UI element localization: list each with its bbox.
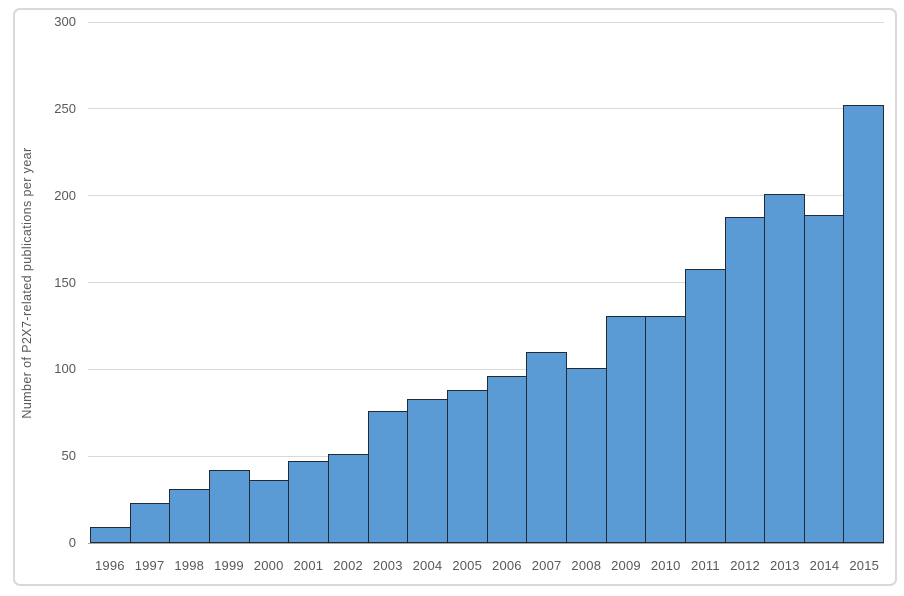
bar-2011 — [684, 268, 726, 543]
bar-1996 — [90, 527, 131, 543]
y-tick-label-200: 200 — [54, 187, 76, 203]
gridline-200 — [88, 195, 884, 197]
bar-2002 — [327, 454, 369, 543]
bar-2000 — [248, 480, 290, 543]
plot-area — [88, 21, 885, 544]
x-label-1996: 1996 — [94, 558, 125, 573]
bar-2006 — [486, 376, 528, 543]
x-label-1997: 1997 — [134, 558, 165, 573]
bar-1997 — [129, 503, 171, 543]
y-tick-label-300: 300 — [54, 14, 76, 29]
gridline-150 — [88, 282, 884, 283]
x-label-2015: 2015 — [849, 558, 880, 573]
x-label-2008: 2008 — [571, 558, 602, 573]
bar-2010 — [645, 315, 686, 543]
y-tick-label-100: 100 — [54, 361, 76, 377]
bar-2007 — [526, 351, 567, 543]
bar-2004 — [407, 398, 448, 543]
x-axis-line — [88, 543, 884, 544]
x-label-2010: 2010 — [650, 558, 681, 573]
bar-2005 — [446, 390, 488, 543]
x-label-2012: 2012 — [730, 558, 760, 573]
y-tick-label-250: 250 — [54, 100, 76, 116]
bar-2003 — [367, 411, 409, 543]
bar-2001 — [288, 461, 329, 543]
bar-2014 — [803, 214, 845, 543]
gridline-100 — [88, 368, 884, 370]
bar-1998 — [169, 489, 210, 543]
x-label-2000: 2000 — [253, 558, 284, 573]
x-label-2006: 2006 — [492, 558, 522, 573]
gridline-250 — [88, 108, 884, 110]
x-label-2003: 2003 — [372, 558, 403, 573]
y-tick-label-0: 0 — [68, 535, 76, 550]
bar-2012 — [724, 216, 766, 543]
bar-2013 — [764, 193, 805, 543]
x-label-2009: 2009 — [611, 558, 641, 573]
x-label-2007: 2007 — [531, 558, 562, 573]
x-label-2013: 2013 — [769, 558, 800, 573]
bars-layer — [90, 22, 885, 543]
x-label-1998: 1998 — [174, 558, 205, 573]
x-label-2001: 2001 — [293, 558, 324, 573]
y-axis-tick-labels: 0 50 100 150 200 250 300 — [0, 0, 78, 596]
x-label-2002: 2002 — [333, 558, 363, 573]
bar-1999 — [208, 470, 250, 543]
x-label-1999: 1999 — [214, 558, 244, 573]
y-tick-label-50: 50 — [61, 448, 76, 464]
x-axis-labels: 1996 1997 1998 1999 2000 2001 2002 2003 2004 2005… — [90, 556, 884, 576]
y-tick-label-150: 150 — [54, 274, 76, 290]
x-label-2004: 2004 — [412, 558, 443, 573]
bar-2015 — [843, 105, 885, 543]
x-label-2011: 2011 — [691, 558, 720, 573]
gridline-300 — [88, 21, 884, 23]
bar-2009 — [605, 315, 647, 543]
bar-2008 — [565, 367, 607, 543]
x-label-2005: 2005 — [452, 558, 483, 573]
x-label-2014: 2014 — [809, 558, 840, 573]
